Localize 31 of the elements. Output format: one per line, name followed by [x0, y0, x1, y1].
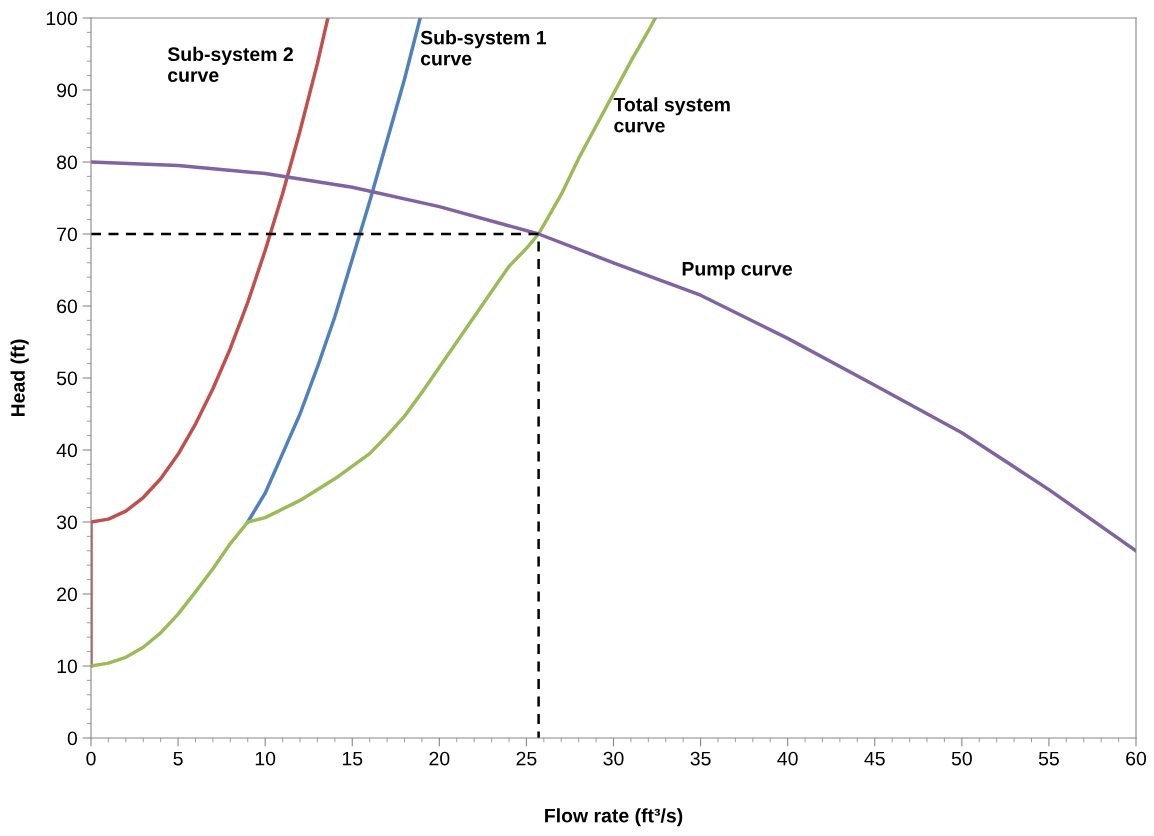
series-label: Pump curve: [682, 262, 793, 280]
x-tick-label: 40: [777, 751, 798, 766]
y-tick-label: 40: [56, 443, 78, 458]
x-tick-label: 30: [603, 751, 624, 766]
x-tick-label: 15: [342, 751, 363, 766]
y-tick-label: 60: [57, 299, 78, 314]
y-tick-label: 10: [57, 659, 78, 674]
x-tick-label: 25: [516, 751, 537, 766]
x-tick-label: 60: [1126, 751, 1147, 766]
series-label: Total system curve: [613, 97, 730, 133]
y-tick-label: 100: [46, 11, 78, 26]
line-series: [91, 160, 1136, 553]
x-tick-label: 55: [1038, 751, 1059, 766]
y-axis-title: Head (ft): [10, 339, 29, 417]
y-tick-label: 30: [56, 515, 78, 530]
y-tick-label: 80: [57, 155, 78, 170]
y-tick-label: 0: [67, 731, 78, 746]
x-axis-title: Flow rate (ft³/s): [545, 808, 683, 827]
series-label: Sub-system 2 curve: [167, 46, 293, 83]
x-tick-label: 10: [255, 751, 276, 766]
x-tick-label: 0: [86, 751, 96, 766]
x-tick-label: 20: [429, 751, 450, 766]
y-tick-label: 20: [57, 587, 78, 602]
y-tick-label: 90: [57, 83, 78, 98]
x-tick-label: 5: [173, 751, 183, 766]
y-tick-label: 50: [56, 371, 78, 386]
x-tick-label: 45: [864, 751, 885, 766]
series-label: Sub-system 1 curve: [420, 30, 547, 66]
y-tick-label: 70: [57, 227, 78, 242]
x-tick-label: 50: [951, 751, 972, 766]
x-tick-label: 35: [690, 751, 711, 766]
